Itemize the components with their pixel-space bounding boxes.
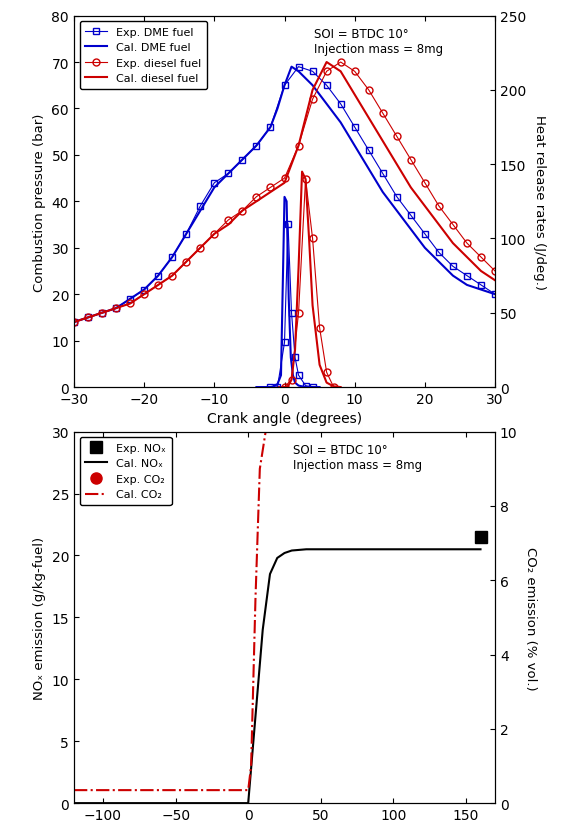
Y-axis label: NOₓ emission (g/kg-fuel): NOₓ emission (g/kg-fuel) xyxy=(33,537,46,699)
Y-axis label: CO₂ emission (% vol.): CO₂ emission (% vol.) xyxy=(524,546,537,690)
Y-axis label: Combustion pressure (bar): Combustion pressure (bar) xyxy=(33,113,46,291)
Y-axis label: Heat release rates (J/deg.): Heat release rates (J/deg.) xyxy=(533,115,546,290)
X-axis label: Crank angle (degrees): Crank angle (degrees) xyxy=(207,412,362,426)
Text: (a)  combustion  characteristics: (a) combustion characteristics xyxy=(175,440,394,454)
Text: SOI = BTDC 10°
Injection mass = 8mg: SOI = BTDC 10° Injection mass = 8mg xyxy=(314,27,443,55)
Text: SOI = BTDC 10°
Injection mass = 8mg: SOI = BTDC 10° Injection mass = 8mg xyxy=(293,443,422,471)
Legend: Exp. DME fuel, Cal. DME fuel, Exp. diesel fuel, Cal. diesel fuel: Exp. DME fuel, Cal. DME fuel, Exp. diese… xyxy=(80,22,207,89)
Legend: Exp. NOₓ, Cal. NOₓ, Exp. CO₂, Cal. CO₂: Exp. NOₓ, Cal. NOₓ, Exp. CO₂, Cal. CO₂ xyxy=(80,438,172,505)
